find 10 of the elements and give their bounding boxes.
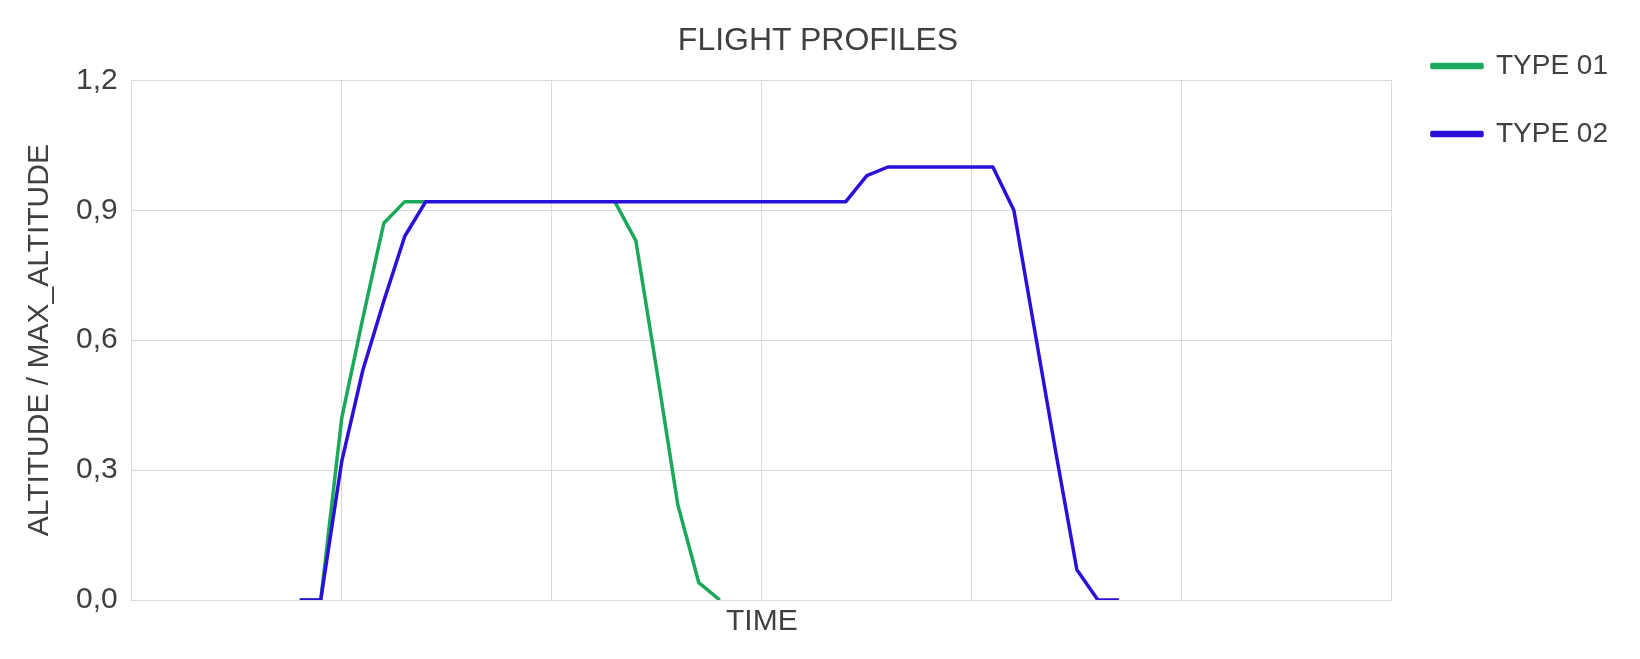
y-tick-label: 0,9 bbox=[75, 191, 118, 225]
x-axis-title: TIME bbox=[725, 603, 798, 637]
legend-label: TYPE 02 bbox=[1495, 116, 1609, 148]
y-tick-label: 0,6 bbox=[75, 321, 118, 355]
y-tick-label: 1,2 bbox=[75, 61, 118, 95]
legend-label: TYPE 01 bbox=[1495, 48, 1609, 80]
y-tick-label: 0,3 bbox=[75, 451, 118, 485]
y-axis-title: ALTITUDE / MAX_ALTITUDE bbox=[21, 144, 55, 537]
y-tick-label: 0,0 bbox=[75, 581, 118, 615]
chart-title: FLIGHT PROFILES bbox=[677, 21, 959, 58]
